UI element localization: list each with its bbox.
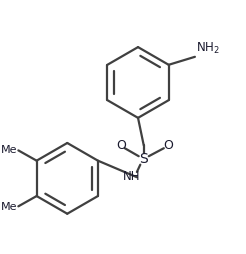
Text: Me: Me [1,202,17,212]
Text: NH$_2$: NH$_2$ [196,41,220,56]
Text: O: O [163,139,173,152]
Text: O: O [116,139,126,152]
Text: Me: Me [1,145,17,155]
Text: S: S [139,152,148,166]
Text: NH: NH [123,170,140,183]
